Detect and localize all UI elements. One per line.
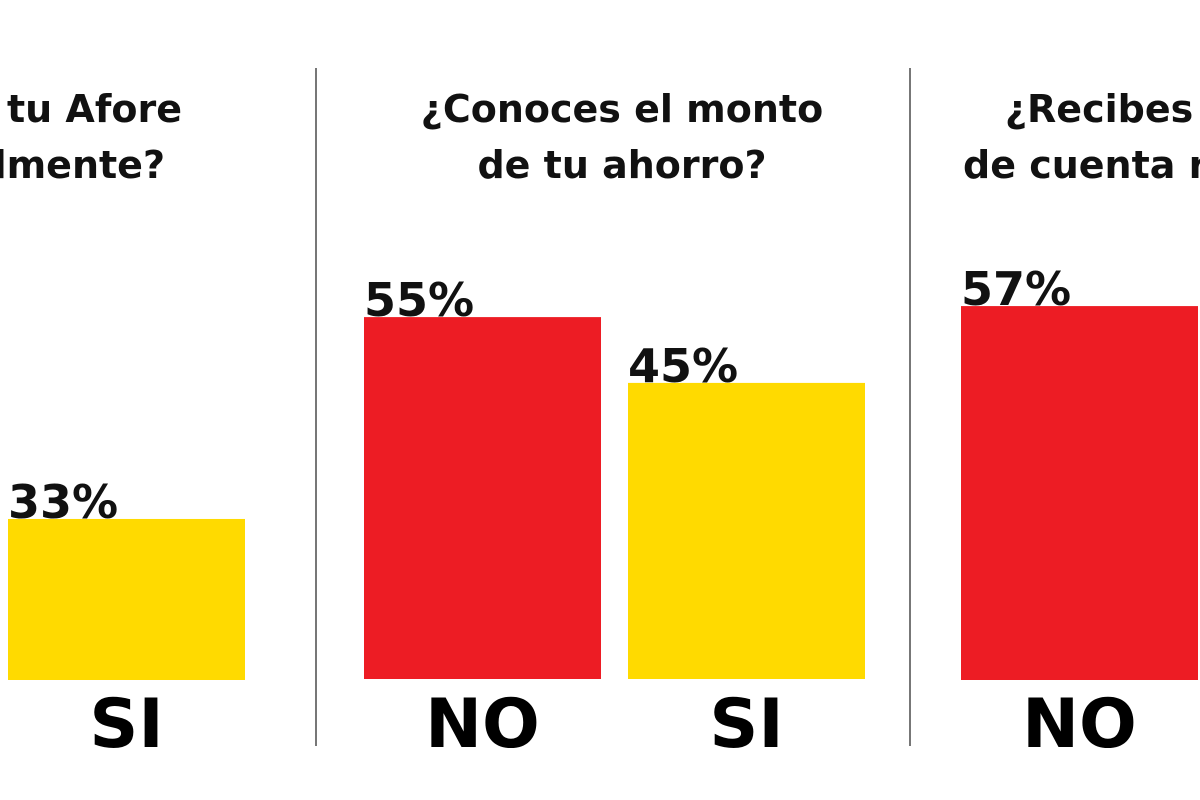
panel-title-line: lmente? — [0, 143, 165, 187]
category-label: SI — [89, 685, 163, 764]
panel-title-line: de tu ahorro? — [477, 143, 766, 187]
panel-1: e tu Afore lmente? — [0, 87, 182, 187]
data-label: 57% — [961, 262, 1071, 316]
category-label: NO — [425, 685, 540, 764]
panel-title-line: de cuenta re — [963, 143, 1200, 187]
panel-title-line: ¿Conoces el monto — [421, 87, 823, 131]
panel-2: ¿Conoces el monto de tu ahorro? — [421, 87, 823, 187]
panel-3: ¿Recibes t de cuenta re — [963, 87, 1200, 187]
category-label: SI — [709, 685, 783, 764]
category-label: NO — [1022, 685, 1137, 764]
bar-si — [628, 382, 865, 679]
panel-title-line: e tu Afore — [0, 87, 182, 131]
bar-no — [961, 306, 1198, 680]
data-label: 33% — [8, 475, 118, 529]
panel-title-line: ¿Recibes t — [1005, 87, 1200, 131]
bar-si — [8, 518, 245, 680]
bar-no — [364, 317, 601, 679]
data-label: 55% — [364, 273, 474, 327]
data-label: 45% — [628, 339, 738, 393]
